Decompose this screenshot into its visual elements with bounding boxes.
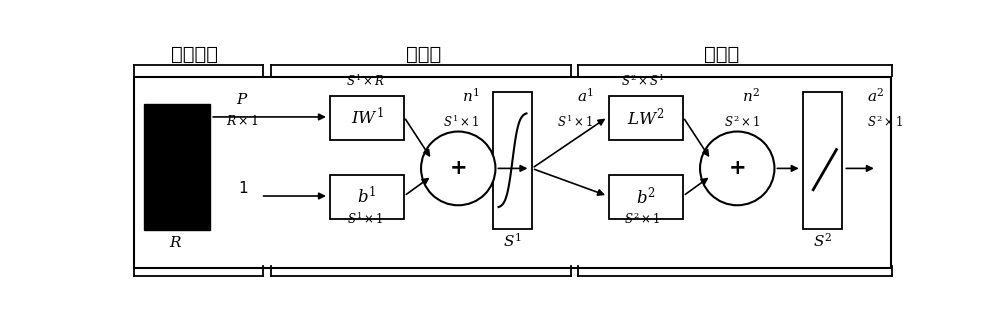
Ellipse shape: [421, 131, 495, 205]
FancyBboxPatch shape: [609, 96, 683, 140]
Text: $R\times1$: $R\times1$: [226, 114, 259, 128]
Text: $S^1\times1$: $S^1\times1$: [443, 114, 480, 130]
Text: $R$: $R$: [169, 235, 182, 250]
Text: 输入层: 输入层: [406, 45, 441, 65]
FancyBboxPatch shape: [144, 104, 210, 230]
Ellipse shape: [700, 131, 774, 205]
Text: +: +: [449, 158, 467, 178]
Text: $b^1$: $b^1$: [357, 186, 377, 207]
Text: 1: 1: [238, 181, 248, 196]
Text: 输出层: 输出层: [704, 45, 739, 65]
FancyBboxPatch shape: [609, 175, 683, 219]
Text: $S^2\times S^1$: $S^2\times S^1$: [621, 73, 665, 89]
Text: $b^2$: $b^2$: [636, 186, 656, 208]
Text: $S^1\times1$: $S^1\times1$: [557, 114, 594, 130]
Text: $S^1$: $S^1$: [503, 232, 522, 250]
Text: $a^1$: $a^1$: [577, 86, 594, 104]
Text: $S^1\times1$: $S^1\times1$: [347, 212, 384, 228]
Text: $S^2\times1$: $S^2\times1$: [867, 114, 904, 130]
Text: +: +: [728, 158, 746, 178]
Text: $P$: $P$: [236, 92, 249, 107]
Text: 输入向量: 输入向量: [171, 45, 218, 65]
FancyBboxPatch shape: [493, 92, 532, 229]
Text: $a^2$: $a^2$: [867, 86, 885, 104]
Text: $S^2\times1$: $S^2\times1$: [724, 114, 761, 130]
Text: $S^2$: $S^2$: [813, 232, 832, 250]
Text: $S^1\times R$: $S^1\times R$: [346, 73, 385, 89]
Text: $S^2\times1$: $S^2\times1$: [624, 212, 661, 228]
Text: $LW^2$: $LW^2$: [627, 107, 665, 128]
Text: $IW^1$: $IW^1$: [351, 107, 384, 128]
FancyBboxPatch shape: [330, 175, 404, 219]
FancyBboxPatch shape: [134, 77, 891, 268]
Text: $n^1$: $n^1$: [462, 86, 480, 104]
FancyBboxPatch shape: [803, 92, 842, 229]
Text: $n^2$: $n^2$: [742, 86, 761, 104]
FancyBboxPatch shape: [330, 96, 404, 140]
